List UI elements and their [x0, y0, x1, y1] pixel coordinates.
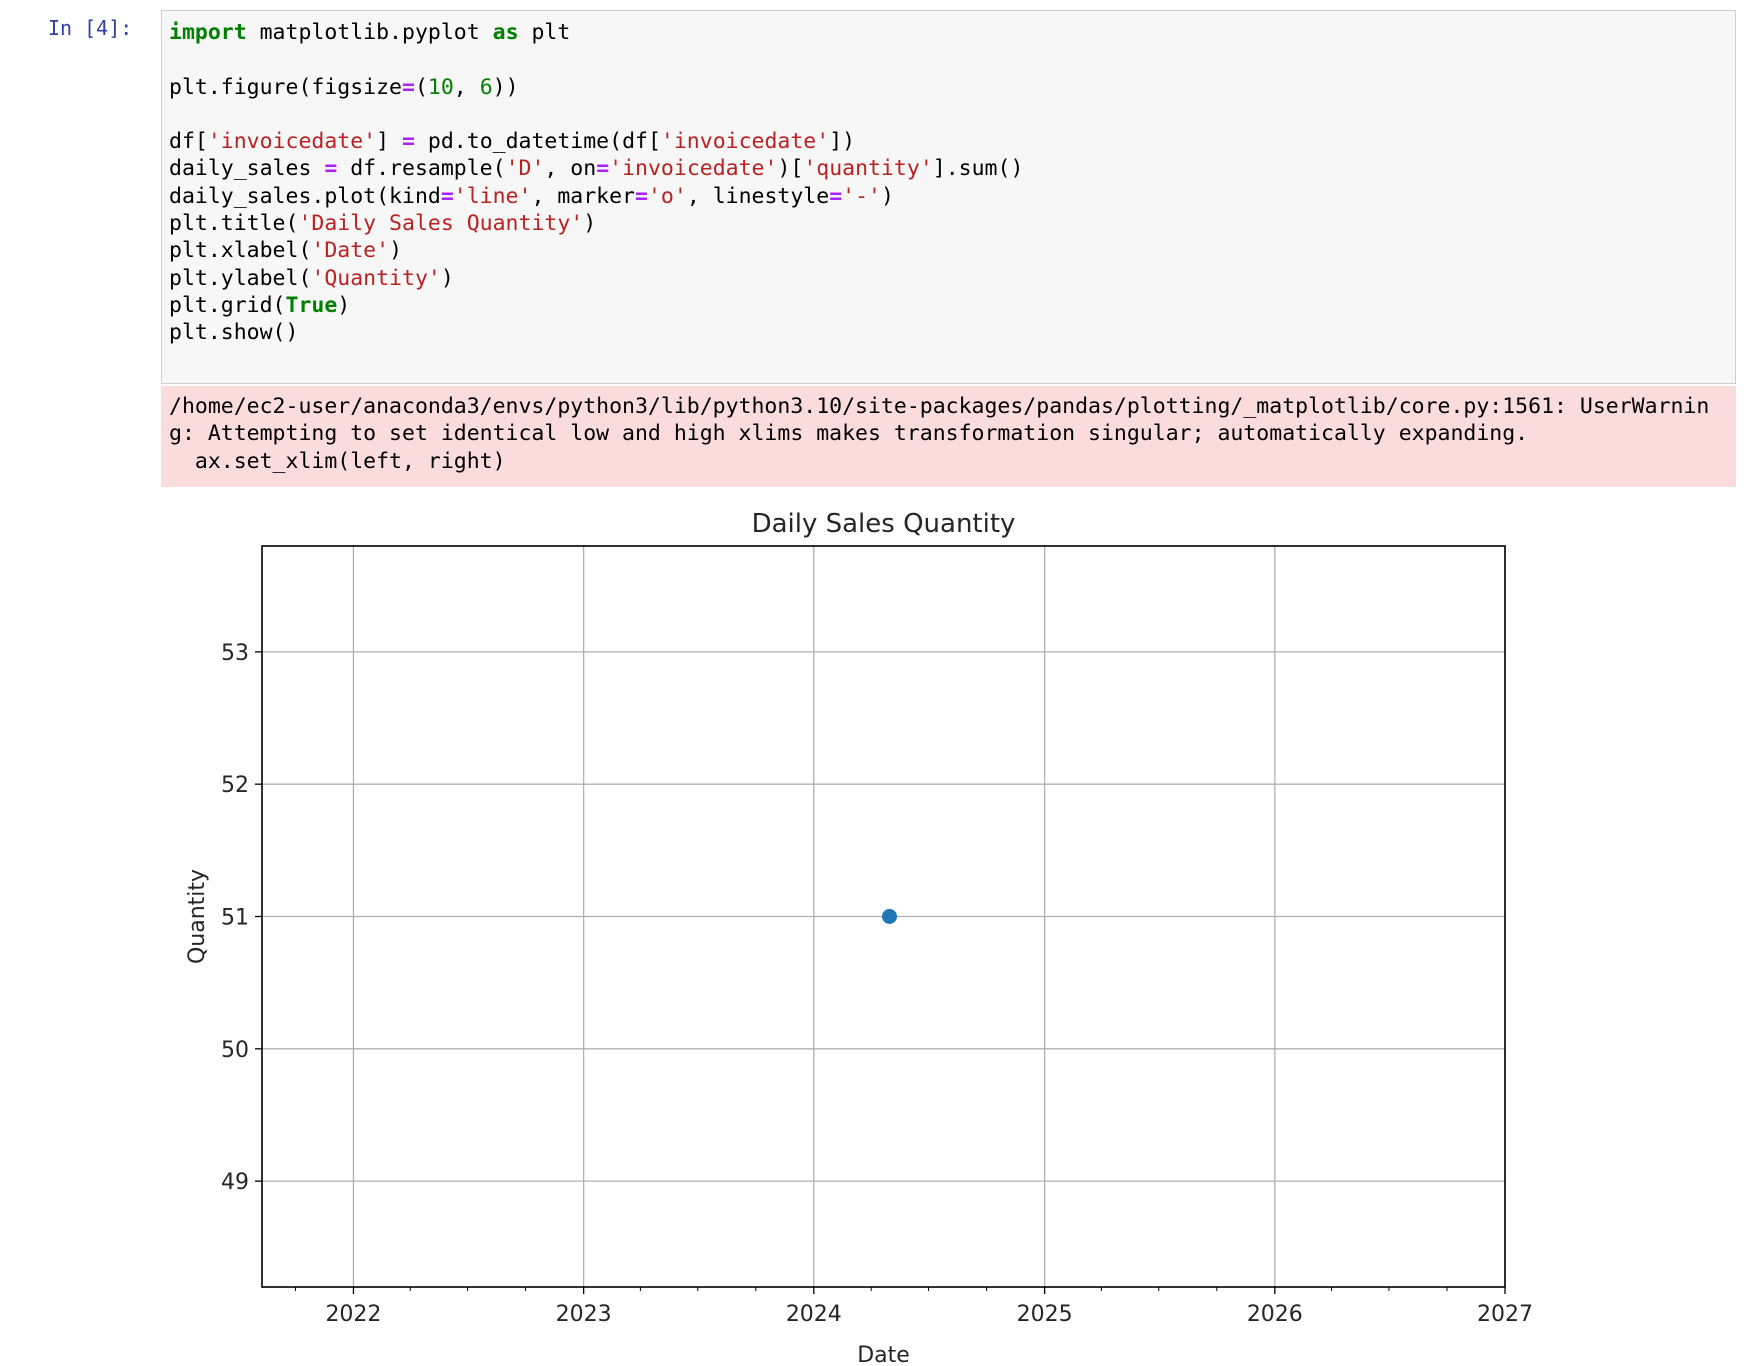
code-line: plt.figure(figsize=(10, 6)) [169, 74, 1023, 101]
code-token: plt.grid( [169, 292, 286, 318]
code-token: ) [389, 238, 403, 264]
code-token: ].sum() [932, 156, 1024, 182]
plot-frame [261, 545, 1506, 1288]
code-token: = [596, 156, 610, 182]
x-tick-label: 2027 [1477, 1302, 1533, 1327]
y-tick-label: 50 [221, 1038, 249, 1063]
x-tick-label: 2026 [1247, 1302, 1303, 1327]
code-token: import [169, 20, 247, 45]
code-token: = [440, 183, 454, 209]
code-line: daily_sales.plot(kind='line', marker='o'… [169, 183, 1023, 210]
code-cell-input[interactable]: import matplotlib.pyplot as plt​plt.figu… [161, 10, 1736, 384]
code-token: = [402, 129, 415, 155]
code-token: ) [881, 183, 894, 209]
code-token: ]) [829, 129, 856, 155]
y-tick-label: 53 [221, 641, 249, 666]
code-token: plt.show() [169, 320, 299, 346]
code-token: )[ [777, 156, 804, 182]
code-token: as [492, 20, 519, 45]
code-token: 'line' [453, 183, 532, 209]
code-token: = [402, 74, 415, 100]
code-token: = [829, 183, 843, 209]
data-point [881, 909, 897, 924]
code-token: 'Date' [311, 238, 390, 264]
x-tick-label: 2022 [325, 1302, 381, 1327]
code-token: ) [440, 265, 454, 291]
code-line: plt.show() [169, 319, 1023, 346]
code-token: ( [414, 74, 428, 100]
code-token: 'o' [647, 183, 687, 209]
code-token: 'Daily Sales Quantity' [298, 211, 584, 237]
code-editor[interactable]: import matplotlib.pyplot as plt​plt.figu… [169, 19, 1023, 347]
code-token: 'invoicedate' [609, 156, 778, 182]
code-token: 'invoicedate' [660, 129, 830, 155]
code-line: daily_sales = df.resample('D', on='invoi… [169, 155, 1023, 182]
code-token: df[ [169, 129, 208, 155]
code-token: 6 [479, 74, 493, 100]
code-token: daily_sales.plot(kind [169, 183, 441, 209]
code-line: df['invoicedate'] = pd.to_datetime(df['i… [169, 128, 1023, 155]
code-token: plt.figure(figsize [169, 74, 402, 100]
code-token: 'D' [505, 156, 545, 182]
code-token: ) [337, 292, 351, 318]
code-token: True [285, 292, 338, 318]
code-token: 'Quantity' [311, 265, 441, 291]
x-axis-label: Date [857, 1343, 910, 1366]
code-token: plt.ylabel( [169, 265, 312, 291]
code-token: = [324, 156, 338, 182]
code-token: , on [544, 156, 597, 182]
code-line: plt.title('Daily Sales Quantity') [169, 210, 1023, 237]
x-tick-label: 2023 [556, 1302, 612, 1327]
y-tick-label: 49 [221, 1170, 249, 1195]
code-token: pd.to_datetime(df[ [414, 129, 661, 155]
code-token: '-' [842, 183, 881, 209]
code-token: ] [376, 129, 403, 155]
code-token: 'invoicedate' [207, 129, 377, 155]
y-axis-label: Quantity [185, 869, 210, 964]
code-line: plt.grid(True) [169, 292, 1023, 319]
cell-prompt: In [4]: [48, 16, 133, 40]
warning-text: /home/ec2-user/anaconda3/envs/python3/li… [169, 394, 1710, 474]
code-token: , [453, 74, 480, 100]
x-tick-label: 2025 [1017, 1302, 1073, 1327]
y-tick-label: 51 [221, 906, 249, 931]
code-token: matplotlib.pyplot [246, 20, 493, 45]
code-token: )) [492, 74, 519, 100]
x-tick-label: 2024 [786, 1302, 842, 1327]
code-line: plt.xlabel('Date') [169, 237, 1023, 264]
code-line: plt.ylabel('Quantity') [169, 265, 1023, 292]
code-token: = [635, 183, 648, 209]
code-line: import matplotlib.pyplot as plt [169, 19, 1023, 46]
y-tick-label: 52 [221, 773, 249, 798]
code-token: df.resample( [337, 156, 506, 182]
code-token: plt [518, 20, 571, 45]
code-token: , marker [531, 183, 636, 209]
code-token: plt.xlabel( [169, 238, 312, 264]
chart-title: Daily Sales Quantity [752, 509, 1016, 539]
code-token: plt.title( [169, 211, 299, 237]
code-token: 10 [427, 74, 454, 100]
code-token: ) [583, 211, 597, 237]
code-token: daily_sales [169, 156, 325, 182]
stderr-output: /home/ec2-user/anaconda3/envs/python3/li… [161, 386, 1736, 487]
code-token: , linestyle [686, 183, 830, 209]
code-token: 'quantity' [803, 156, 933, 182]
